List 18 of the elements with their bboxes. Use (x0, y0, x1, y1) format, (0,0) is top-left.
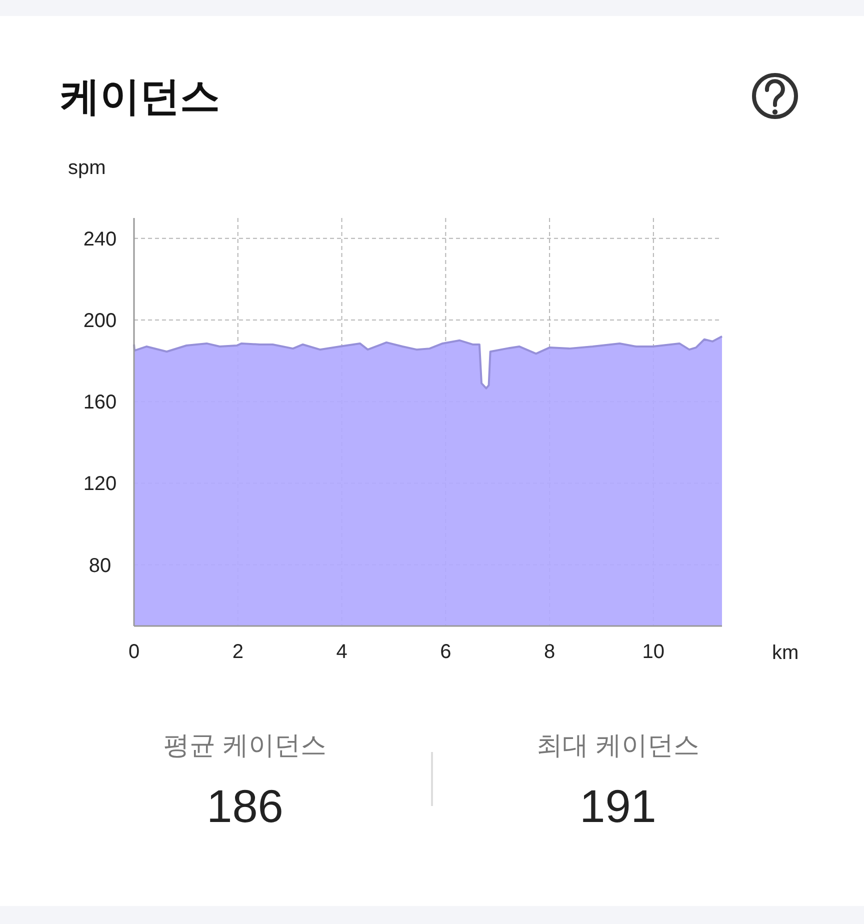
y-tick-label: 200 (83, 310, 117, 332)
text: 평균 케이던스 (163, 730, 327, 760)
text: 191 (580, 780, 656, 832)
text: 최대 케이던스 (536, 730, 700, 760)
x-tick-label: 4 (336, 641, 348, 663)
text: 186 (206, 780, 284, 832)
y-axis-title: spm (68, 157, 106, 179)
y-tick-label: 120 (83, 473, 117, 496)
x-tick-label: 8 (544, 641, 556, 663)
x-tick-label: 2 (232, 641, 244, 663)
y-tick-label: 160 (83, 392, 117, 414)
y-tick-label: 80 (88, 554, 112, 577)
y-tick-label: 240 (83, 228, 117, 250)
chart-title: 케이던스 (60, 75, 220, 119)
x-axis-title: km (772, 642, 799, 664)
x-tick-label: 0 (128, 641, 140, 663)
x-tick-label: 10 (642, 641, 665, 663)
x-tick-label: 6 (440, 641, 452, 663)
